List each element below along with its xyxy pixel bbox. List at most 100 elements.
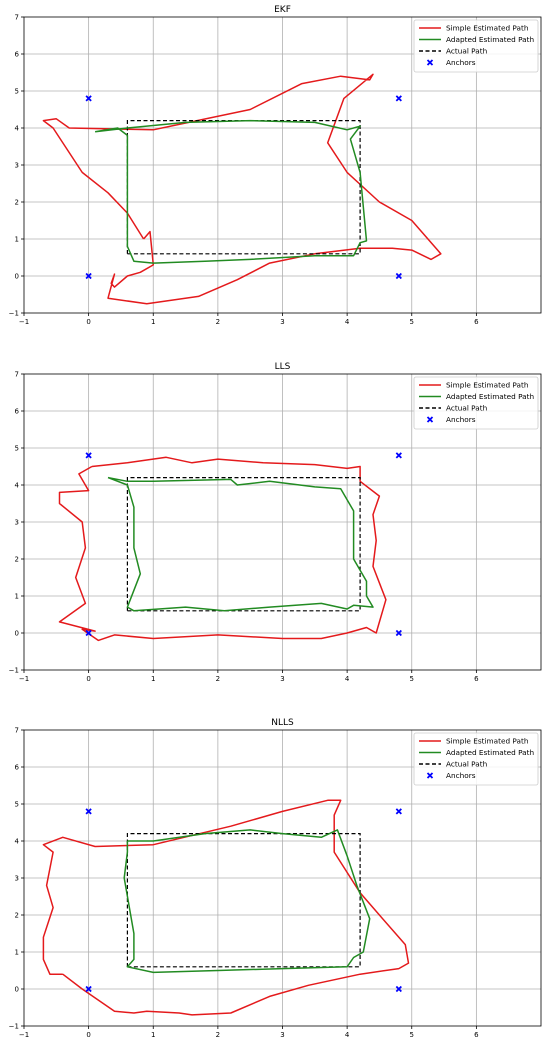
- legend-item: Adapted Estimated Path: [419, 392, 534, 401]
- y-tick-label: 2: [15, 912, 19, 920]
- series-line-adapted: [94, 119, 368, 264]
- y-tick-label: 0: [15, 273, 19, 281]
- x-tick-label: −1: [19, 318, 29, 326]
- y-tick-label: 5: [15, 445, 19, 453]
- anchor-point: [395, 452, 402, 459]
- legend-label: Simple Estimated Path: [446, 381, 528, 390]
- x-tick-label: 3: [280, 1031, 284, 1039]
- y-tick-label: 7: [15, 727, 19, 735]
- x-tick-label: 5: [410, 675, 414, 683]
- y-tick-label: 3: [15, 519, 19, 527]
- anchor-point: [395, 272, 402, 280]
- legend-item: Actual Path: [419, 404, 487, 413]
- x-tick-label: −1: [19, 1031, 29, 1039]
- chart-1: LLS −1 0 1 2 3 4 5 6 −1 0 1 2 3 4 5 6 7 Simple Estimated P…: [9, 362, 542, 683]
- legend: Simple Estimated Path Adapted Estimated P…: [413, 376, 539, 430]
- y-tick-label: 4: [15, 838, 20, 846]
- x-tick-label: 6: [474, 318, 479, 326]
- legend-label: Actual Path: [446, 47, 487, 56]
- series-line-simple: [58, 456, 387, 642]
- x-tick-label: 2: [216, 675, 220, 683]
- x-tick-label: 3: [280, 675, 284, 683]
- plot-area: [42, 799, 410, 1016]
- y-tick-label: 0: [15, 986, 19, 994]
- legend-marker: [426, 772, 434, 779]
- y-tick-label: 6: [15, 764, 20, 772]
- y-tick-label: 1: [15, 949, 19, 957]
- y-tick-label: −1: [9, 667, 19, 675]
- legend-item: Anchors: [426, 58, 476, 67]
- x-tick-label: 5: [410, 1031, 414, 1039]
- y-tick-label: 1: [15, 236, 19, 244]
- series-line-actual: [126, 119, 361, 255]
- legend-item: Adapted Estimated Path: [419, 35, 534, 44]
- legend-item: Anchors: [426, 771, 476, 780]
- series-line-adapted: [123, 829, 371, 974]
- y-tick-label: 1: [15, 593, 19, 601]
- anchor-point: [85, 629, 92, 637]
- anchor-point: [85, 452, 92, 459]
- x-tick-label: 2: [216, 1031, 220, 1039]
- x-tick-label: 5: [410, 318, 414, 326]
- y-tick-label: 2: [15, 199, 19, 207]
- series-line-actual: [126, 477, 361, 612]
- legend-label: Anchors: [446, 58, 476, 67]
- series-line-adapted: [107, 476, 374, 612]
- anchor-point: [395, 95, 402, 102]
- legend-item: Actual Path: [419, 760, 487, 769]
- legend-marker: [426, 59, 434, 66]
- chart-title: NLLS: [271, 718, 294, 728]
- legend-item: Simple Estimated Path: [419, 24, 528, 33]
- series-line-simple: [42, 73, 442, 305]
- anchor-point: [85, 95, 92, 102]
- y-tick-label: 3: [15, 875, 19, 883]
- legend-label: Actual Path: [446, 404, 487, 413]
- y-tick-label: 5: [15, 88, 19, 96]
- series-line-simple: [42, 799, 410, 1016]
- anchor-point: [395, 985, 402, 993]
- x-tick-label: 4: [345, 318, 350, 326]
- legend-item: Simple Estimated Path: [419, 737, 528, 746]
- y-tick-label: 2: [15, 556, 19, 564]
- anchor-point: [85, 272, 92, 280]
- x-tick-label: 1: [151, 1031, 155, 1039]
- legend-label: Adapted Estimated Path: [446, 392, 534, 401]
- x-tick-label: 0: [86, 1031, 90, 1039]
- y-tick-label: 4: [15, 125, 20, 133]
- legend-label: Actual Path: [446, 760, 487, 769]
- legend-label: Anchors: [446, 415, 476, 424]
- chart-title: LLS: [275, 362, 291, 372]
- series-line-actual: [126, 832, 361, 968]
- x-tick-label: 6: [474, 1031, 479, 1039]
- plot-area: [58, 452, 402, 642]
- x-tick-label: −1: [19, 675, 29, 683]
- chart-2: NLLS −1 0 1 2 3 4 5 6 −1 0 1 2 3 4 5 6 7 Simple Estimated …: [9, 718, 542, 1039]
- y-tick-label: −1: [9, 310, 19, 318]
- y-tick-label: 7: [15, 371, 19, 379]
- y-tick-label: 3: [15, 162, 19, 170]
- y-tick-label: 4: [15, 482, 20, 490]
- chart-0: EKF −1 0 1 2 3 4 5 6 −1 0 1 2 3 4 5 6 7 Simple Estimated P…: [9, 5, 542, 326]
- y-tick-label: 6: [15, 408, 20, 416]
- x-tick-label: 2: [216, 318, 220, 326]
- legend-label: Simple Estimated Path: [446, 24, 528, 33]
- anchor-point: [85, 808, 92, 815]
- legend-item: Adapted Estimated Path: [419, 748, 534, 757]
- legend-item: Actual Path: [419, 47, 487, 56]
- legend: Simple Estimated Path Adapted Estimated P…: [413, 19, 539, 73]
- x-tick-label: 4: [345, 675, 350, 683]
- legend: Simple Estimated Path Adapted Estimated P…: [413, 732, 539, 786]
- y-tick-label: 5: [15, 801, 19, 809]
- anchor-point: [85, 985, 92, 993]
- x-tick-label: 1: [151, 318, 155, 326]
- anchor-point: [395, 629, 402, 637]
- legend-label: Simple Estimated Path: [446, 737, 528, 746]
- legend-marker: [426, 416, 434, 423]
- x-tick-label: 1: [151, 675, 155, 683]
- y-tick-label: −1: [9, 1023, 19, 1031]
- x-tick-label: 4: [345, 1031, 350, 1039]
- x-tick-label: 3: [280, 318, 284, 326]
- legend-item: Simple Estimated Path: [419, 381, 528, 390]
- legend-item: Anchors: [426, 415, 476, 424]
